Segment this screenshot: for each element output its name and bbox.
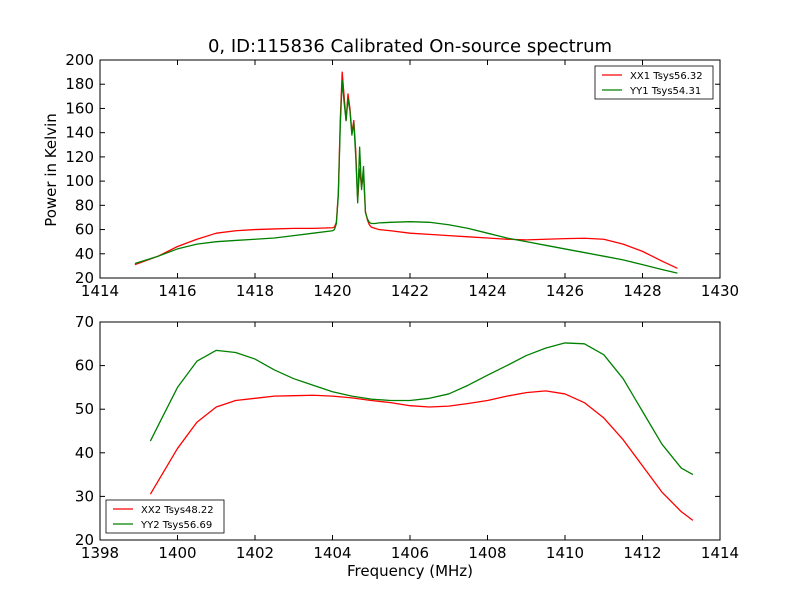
top-chart-xtick-label: 1414 [81,282,119,300]
top-chart-ytick-label: 80 [75,196,94,214]
bottom-chart-xtick-label: 1400 [158,544,196,562]
top-chart-ytick-label: 100 [65,172,94,190]
top-chart-xtick-label: 1424 [468,282,506,300]
bottom-chart-xtick-label: 1412 [623,544,661,562]
top-chart-legend: XX1 Tsys56.32 YY1 Tsys54.31 [594,65,714,100]
bottom-chart-ytick-label: 20 [75,531,94,549]
top-chart-series-1-line [134,71,678,269]
bottom-chart-xtick-label: 1406 [391,544,429,562]
bottom-chart-plot-area: 1398 1400 1402 1404 1406 1408 1410 1412 1414 20 30… [75,313,739,562]
top-chart-xtick-label: 1426 [546,282,584,300]
top-chart-legend-label-1: XX1 Tsys56.32 [630,71,703,82]
top-chart-title: 0, ID:115836 Calibrated On-source spectr… [208,36,612,57]
bottom-chart-ytick-label: 60 [75,357,94,375]
top-chart-legend-label-2: YY1 Tsys54.31 [629,86,701,97]
top-chart-xtick-label: 1422 [391,282,429,300]
bottom-chart-series-2-line [149,342,694,476]
top-chart-xtick-label: 1416 [158,282,196,300]
top-chart-ytick-label: 60 [75,221,94,239]
top-chart-xtick-label: 1430 [701,282,739,300]
bottom-chart-xtick-label: 1398 [81,544,119,562]
bottom-chart-xtick-label: 1408 [468,544,506,562]
bottom-chart-legend-label-2: YY2 Tsys56.69 [140,520,212,531]
bottom-chart-ytick-label: 40 [75,444,94,462]
bottom-chart-legend-box [105,499,225,534]
bottom-chart-xtick-label: 1414 [701,544,739,562]
bottom-chart-ytick-label: 30 [75,487,94,505]
top-chart-plot-area: 1414 1416 1418 1420 1422 1424 1426 1428 1430 20 40… [65,51,739,300]
bottom-chart-legend: XX2 Tsys48.22 YY2 Tsys56.69 [105,499,225,534]
top-chart: 0, ID:115836 Calibrated On-source spectr… [42,36,739,300]
top-chart-series-2-line [134,79,678,274]
top-chart-xtick-label: 1420 [313,282,351,300]
bottom-chart-ytick-label: 70 [75,313,94,331]
top-chart-ylabel: Power in Kelvin [42,113,60,227]
top-chart-xtick-label: 1418 [236,282,274,300]
top-chart-ytick-label: 20 [75,269,94,287]
top-chart-ytick-label: 200 [65,51,94,69]
top-chart-ytick-label: 140 [65,124,94,142]
top-chart-ytick-label: 160 [65,99,94,117]
top-chart-ytick-label: 120 [65,148,94,166]
bottom-chart-xtick-label: 1404 [313,544,351,562]
bottom-chart-legend-label-1: XX2 Tsys48.22 [141,505,214,516]
bottom-chart: Frequency (MHz) 1398 1400 1402 1404 1406 1408… [75,313,739,580]
top-chart-ytick-label: 40 [75,245,94,263]
bottom-chart-ytick-label: 50 [75,400,94,418]
bottom-chart-xtick-label: 1402 [236,544,274,562]
top-chart-legend-box [594,65,714,100]
top-chart-ytick-label: 180 [65,75,94,93]
bottom-chart-xlabel: Frequency (MHz) [347,562,473,580]
bottom-chart-series-1-line [149,390,694,521]
bottom-chart-xtick-label: 1410 [546,544,584,562]
top-chart-xtick-label: 1428 [623,282,661,300]
